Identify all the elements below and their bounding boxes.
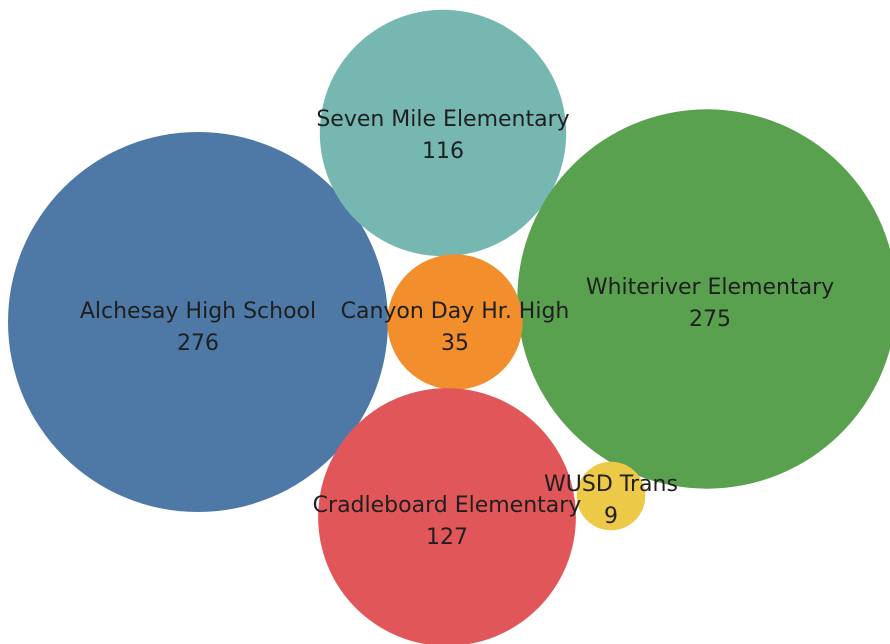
bubble-label-seven-mile-elementary: Seven Mile Elementary [316,107,569,132]
bubble-seven-mile-elementary[interactable] [319,9,567,257]
bubble-value-canyon-day-hr-high: 35 [441,331,469,356]
bubble-label-alchesay-high-school: Alchesay High School [80,299,316,324]
bubble-cradleboard-elementary[interactable] [318,388,576,644]
bubble-value-cradleboard-elementary: 127 [426,525,468,550]
bubble-wusd-trans[interactable] [576,461,646,531]
bubble-label-wusd-trans: WUSD Trans [544,472,678,497]
bubble-label-whiteriver-elementary: Whiteriver Elementary [586,275,834,300]
bubble-canyon-day-hr-high[interactable] [387,254,523,390]
bubble-label-canyon-day-hr-high: Canyon Day Hr. High [341,299,570,324]
bubble-value-whiteriver-elementary: 275 [689,307,731,332]
bubble-value-alchesay-high-school: 276 [177,331,219,356]
bubble-value-wusd-trans: 9 [604,504,618,529]
bubble-label-cradleboard-elementary: Cradleboard Elementary [313,493,582,518]
bubble-alchesay-high-school[interactable] [8,132,388,512]
bubble-whiteriver-elementary[interactable] [517,109,890,489]
bubble-value-seven-mile-elementary: 116 [422,139,464,164]
